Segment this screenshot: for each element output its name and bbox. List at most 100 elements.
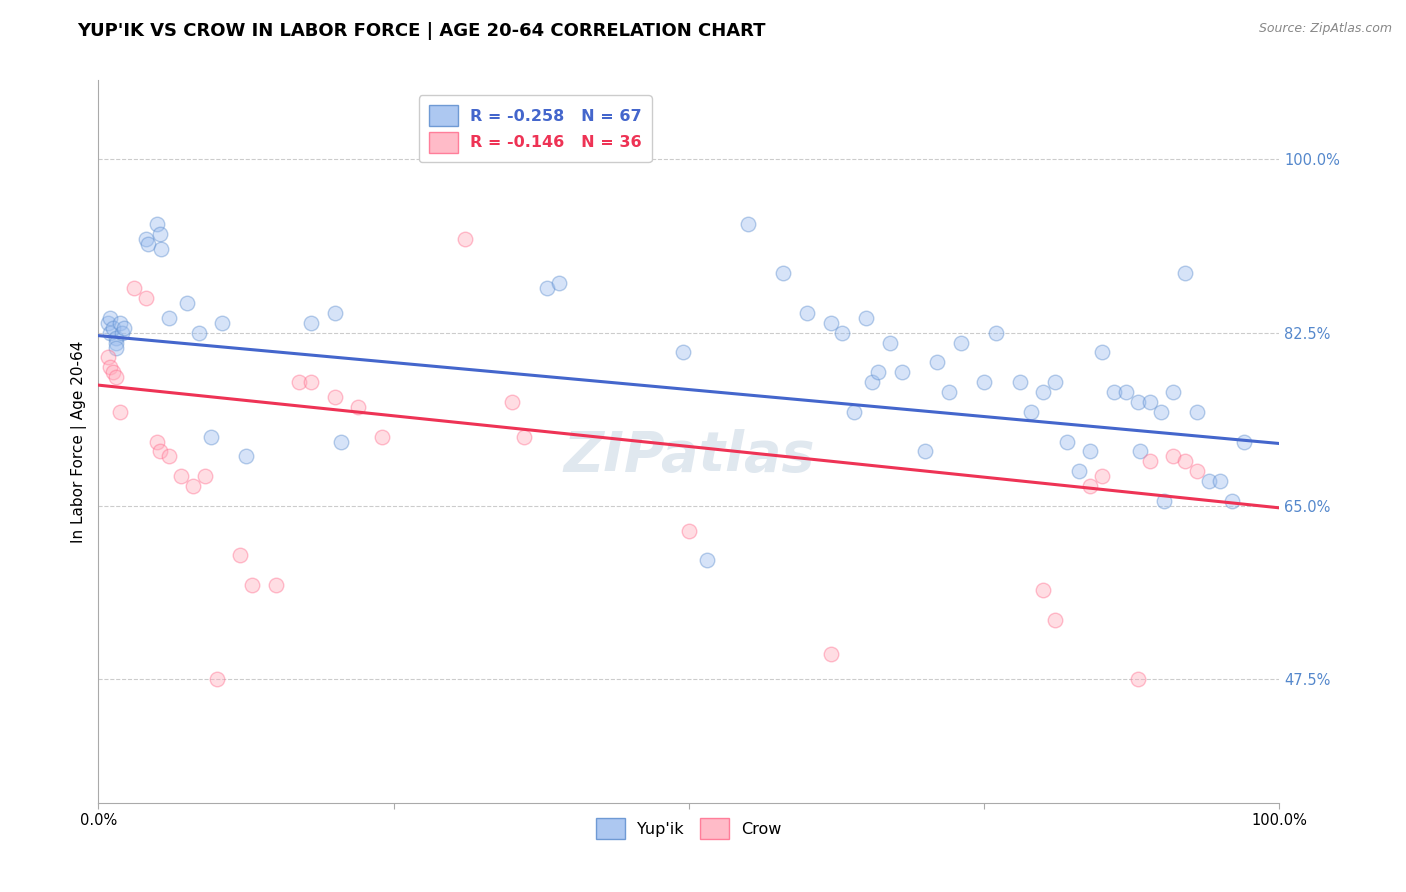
Point — [1043, 375, 1066, 389]
Point — [820, 316, 842, 330]
Point — [548, 276, 571, 290]
Point — [146, 217, 169, 231]
Point — [149, 444, 172, 458]
Point — [820, 648, 842, 662]
Point — [1161, 385, 1184, 400]
Point — [914, 444, 936, 458]
Point — [1139, 395, 1161, 409]
Point — [112, 320, 135, 334]
Text: ZIPatlas: ZIPatlas — [564, 429, 814, 483]
Point — [1209, 474, 1232, 488]
Point — [1056, 434, 1078, 449]
Point — [1198, 474, 1220, 488]
Point — [866, 365, 889, 379]
Point — [973, 375, 995, 389]
Point — [1032, 582, 1054, 597]
Point — [240, 578, 263, 592]
Point — [1185, 464, 1208, 478]
Point — [181, 479, 204, 493]
Point — [299, 316, 322, 330]
Point — [329, 434, 352, 449]
Point — [108, 405, 131, 419]
Point — [105, 370, 128, 384]
Point — [176, 296, 198, 310]
Point — [1008, 375, 1031, 389]
Point — [949, 335, 972, 350]
Point — [1185, 405, 1208, 419]
Point — [101, 365, 124, 379]
Point — [170, 469, 193, 483]
Point — [135, 291, 157, 305]
Point — [323, 390, 346, 404]
Point — [105, 330, 128, 344]
Point — [288, 375, 311, 389]
Point — [1161, 450, 1184, 464]
Point — [264, 578, 287, 592]
Point — [211, 316, 233, 330]
Point — [187, 326, 209, 340]
Point — [101, 320, 124, 334]
Point — [98, 360, 121, 375]
Point — [501, 395, 523, 409]
Point — [1091, 469, 1114, 483]
Point — [925, 355, 948, 369]
Point — [1174, 454, 1197, 468]
Point — [157, 310, 180, 325]
Point — [1080, 479, 1102, 493]
Point — [844, 405, 866, 419]
Point — [323, 306, 346, 320]
Point — [371, 429, 394, 443]
Point — [1091, 345, 1114, 359]
Point — [1102, 385, 1125, 400]
Point — [111, 326, 134, 340]
Point — [1129, 444, 1152, 458]
Point — [1080, 444, 1102, 458]
Point — [1021, 405, 1043, 419]
Point — [347, 400, 370, 414]
Point — [229, 549, 252, 563]
Y-axis label: In Labor Force | Age 20-64: In Labor Force | Age 20-64 — [72, 341, 87, 542]
Point — [672, 345, 695, 359]
Point — [105, 341, 128, 355]
Point — [122, 281, 145, 295]
Point — [157, 450, 180, 464]
Point — [98, 310, 121, 325]
Point — [737, 217, 759, 231]
Point — [136, 236, 159, 251]
Point — [696, 553, 718, 567]
Point — [1126, 395, 1149, 409]
Point — [1139, 454, 1161, 468]
Point — [97, 351, 120, 365]
Point — [1067, 464, 1090, 478]
Point — [1233, 434, 1256, 449]
Point — [855, 310, 877, 325]
Point — [1153, 494, 1175, 508]
Point — [1043, 613, 1066, 627]
Point — [146, 434, 169, 449]
Point — [150, 242, 173, 256]
Point — [149, 227, 172, 241]
Point — [194, 469, 217, 483]
Text: YUP'IK VS CROW IN LABOR FORCE | AGE 20-64 CORRELATION CHART: YUP'IK VS CROW IN LABOR FORCE | AGE 20-6… — [77, 22, 766, 40]
Point — [831, 326, 853, 340]
Point — [772, 266, 794, 280]
Point — [98, 326, 121, 340]
Point — [1032, 385, 1054, 400]
Point — [938, 385, 960, 400]
Legend: Yup'ik, Crow: Yup'ik, Crow — [589, 812, 789, 846]
Point — [1115, 385, 1137, 400]
Point — [1150, 405, 1173, 419]
Point — [536, 281, 558, 295]
Point — [796, 306, 818, 320]
Point — [97, 316, 120, 330]
Point — [890, 365, 912, 379]
Point — [299, 375, 322, 389]
Point — [1220, 494, 1243, 508]
Point — [1126, 672, 1149, 686]
Point — [105, 335, 128, 350]
Point — [512, 429, 534, 443]
Point — [235, 450, 257, 464]
Point — [1174, 266, 1197, 280]
Point — [205, 672, 228, 686]
Point — [108, 316, 131, 330]
